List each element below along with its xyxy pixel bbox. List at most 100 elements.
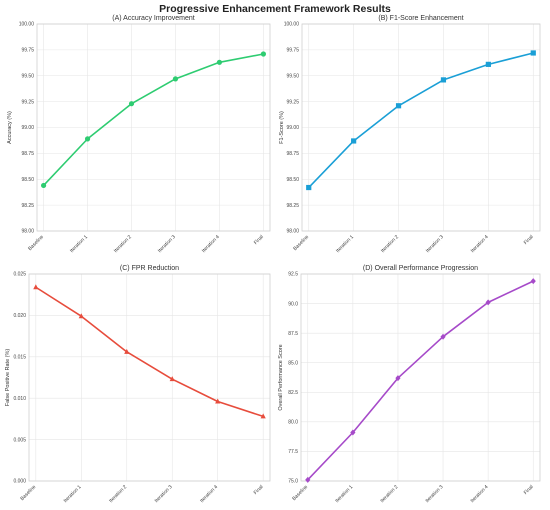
x-tick-label: Iteration 3 — [425, 234, 445, 254]
x-tick-label: Iteration 4 — [470, 234, 490, 254]
data-point — [40, 182, 47, 189]
chart-panel-1: (A) Accuracy Improvement 98.00 98.25 98.50 9… — [7, 15, 271, 254]
y-axis-label: Accuracy (%) — [7, 111, 13, 144]
y-axis-label: F1-Score (%) — [279, 111, 285, 144]
panel-title: (D) Overall Performance Progression — [363, 265, 478, 272]
x-tick-label: Iteration 3 — [424, 484, 444, 504]
y-tick-label: 99.50 — [21, 73, 34, 79]
x-tick-label: Iteration 1 — [63, 484, 83, 504]
data-point — [78, 313, 84, 319]
data-point — [395, 103, 402, 109]
y-tick-label: 0.025 — [13, 272, 26, 278]
plot-frame — [28, 273, 271, 482]
x-tick-label: Iteration 1 — [335, 234, 355, 254]
y-tick-label: 99.75 — [286, 48, 299, 54]
y-tick-label: 0.020 — [13, 313, 26, 319]
y-tick-label: 98.50 — [286, 177, 299, 183]
y-tick-label: 75.0 — [288, 479, 298, 485]
y-tick-label: 98.50 — [21, 177, 34, 183]
plot-frame — [300, 273, 541, 482]
figure-title: Progressive Enhancement Framework Result… — [159, 3, 391, 15]
data-point — [351, 138, 357, 144]
data-point — [172, 76, 179, 82]
y-tick-label: 90.0 — [288, 301, 298, 307]
y-tick-label: 98.25 — [286, 203, 299, 209]
x-tick-label: Iteration 4 — [199, 484, 219, 504]
x-tick-label: Final — [523, 234, 535, 246]
x-tick-label: Iteration 3 — [157, 234, 177, 254]
x-tick-label: Final — [523, 484, 535, 496]
data-point — [260, 51, 267, 57]
y-tick-label: 98.00 — [286, 229, 299, 235]
x-tick-label: Iteration 2 — [379, 484, 399, 504]
plot-frame — [36, 23, 271, 232]
panel-title: (A) Accuracy Improvement — [112, 15, 195, 22]
y-axis-label: Overall Performance Score — [278, 344, 284, 410]
y-tick-label: 99.00 — [21, 125, 34, 131]
data-point — [485, 61, 491, 67]
data-point — [84, 136, 91, 142]
y-tick-label: 0.015 — [13, 355, 26, 361]
x-tick-label: Iteration 1 — [69, 234, 89, 254]
chart-panel-2: (B) F1-Score Enhancement 98.00 98.25 98.50 9… — [279, 15, 541, 254]
data-point — [169, 376, 175, 382]
series-line — [43, 53, 264, 187]
y-tick-label: 99.25 — [286, 99, 299, 105]
chart-panel-3: (C) FPR Reduction 0.000 0.005 0.010 0.015 0.0… — [5, 265, 271, 504]
data-point — [306, 184, 312, 191]
data-point — [440, 333, 446, 340]
data-point — [440, 77, 447, 83]
panel-title: (C) FPR Reduction — [120, 265, 179, 272]
x-tick-label: Baseline — [292, 234, 310, 252]
y-tick-label: 0.000 — [13, 479, 26, 485]
x-tick-label: Final — [253, 234, 265, 246]
y-tick-label: 99.50 — [286, 73, 299, 79]
y-tick-label: 0.010 — [13, 396, 26, 402]
data-point — [128, 101, 135, 107]
x-tick-label: Iteration 3 — [154, 484, 174, 504]
y-tick-label: 98.75 — [21, 151, 34, 157]
y-tick-label: 99.75 — [21, 48, 34, 54]
series-line — [35, 286, 264, 418]
y-axis-label: False Positive Rate (%) — [5, 349, 11, 407]
data-point — [305, 476, 311, 483]
data-point — [216, 59, 223, 65]
x-tick-label: Iteration 4 — [470, 484, 490, 504]
data-point — [530, 50, 536, 56]
x-tick-label: Iteration 1 — [334, 484, 354, 504]
x-tick-label: Baseline — [19, 484, 37, 502]
y-tick-label: 99.25 — [21, 99, 34, 105]
y-tick-label: 98.25 — [21, 203, 34, 209]
data-point — [485, 299, 491, 306]
x-tick-label: Iteration 4 — [201, 234, 221, 254]
y-tick-label: 98.00 — [21, 229, 34, 235]
y-tick-label: 85.0 — [288, 360, 298, 366]
data-point — [33, 284, 39, 290]
data-point — [350, 429, 356, 436]
y-tick-label: 99.00 — [286, 125, 299, 131]
data-point — [215, 398, 221, 404]
series-line — [307, 280, 534, 481]
y-tick-label: 98.75 — [286, 151, 299, 157]
x-tick-label: Iteration 2 — [113, 234, 133, 254]
x-tick-label: Iteration 2 — [380, 234, 400, 254]
series-line — [308, 52, 534, 189]
panel-title: (B) F1-Score Enhancement — [378, 15, 463, 22]
data-point — [260, 413, 266, 419]
x-tick-label: Baseline — [27, 234, 45, 252]
data-point — [395, 375, 401, 382]
data-point — [530, 278, 536, 285]
y-tick-label: 0.005 — [13, 437, 26, 443]
chart-panel-4: (D) Overall Performance Progression 75.0 7… — [278, 265, 541, 504]
y-tick-label: 77.5 — [288, 449, 298, 455]
y-tick-label: 100.00 — [19, 22, 35, 28]
y-tick-label: 87.5 — [288, 331, 298, 337]
y-tick-label: 80.0 — [288, 420, 298, 426]
x-tick-label: Baseline — [291, 484, 309, 502]
x-tick-label: Iteration 2 — [108, 484, 128, 504]
y-tick-label: 100.00 — [284, 22, 300, 28]
y-tick-label: 82.5 — [288, 390, 298, 396]
data-point — [124, 348, 130, 354]
plot-frame — [301, 23, 541, 232]
